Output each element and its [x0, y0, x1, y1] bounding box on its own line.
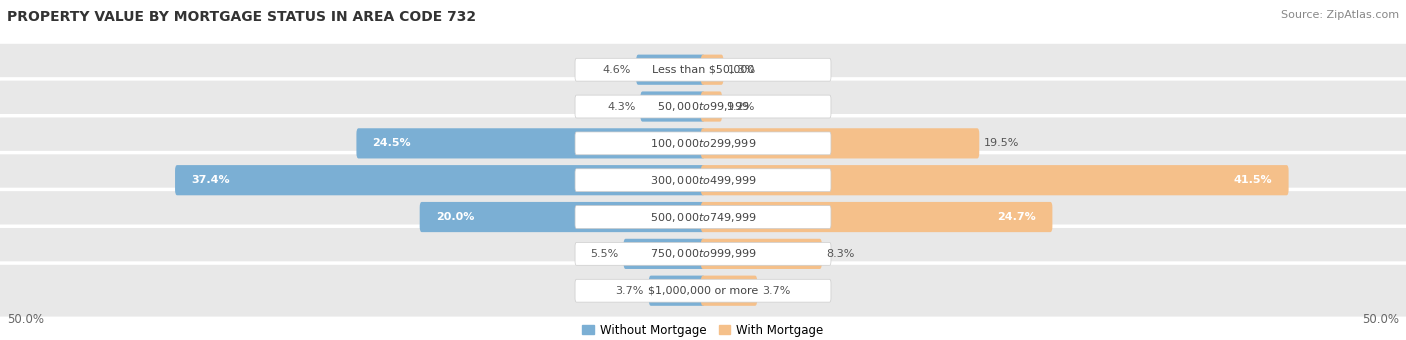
FancyBboxPatch shape [637, 55, 706, 85]
Text: 50.0%: 50.0% [1362, 313, 1399, 326]
Text: PROPERTY VALUE BY MORTGAGE STATUS IN AREA CODE 732: PROPERTY VALUE BY MORTGAGE STATUS IN ARE… [7, 10, 477, 24]
Text: 37.4%: 37.4% [191, 175, 229, 185]
Text: 1.3%: 1.3% [728, 65, 756, 75]
FancyBboxPatch shape [624, 239, 706, 269]
FancyBboxPatch shape [575, 95, 831, 118]
FancyBboxPatch shape [700, 165, 1289, 195]
FancyBboxPatch shape [357, 128, 706, 158]
FancyBboxPatch shape [575, 58, 831, 81]
Text: 20.0%: 20.0% [436, 212, 474, 222]
Text: 4.3%: 4.3% [607, 102, 636, 112]
FancyBboxPatch shape [0, 79, 1406, 134]
FancyBboxPatch shape [0, 263, 1406, 318]
FancyBboxPatch shape [0, 226, 1406, 282]
Text: Less than $50,000: Less than $50,000 [652, 65, 754, 75]
Text: 3.7%: 3.7% [616, 286, 644, 296]
FancyBboxPatch shape [700, 202, 1052, 232]
Text: $500,000 to $749,999: $500,000 to $749,999 [650, 210, 756, 223]
FancyBboxPatch shape [650, 276, 706, 306]
Text: 4.6%: 4.6% [603, 65, 631, 75]
Text: $100,000 to $299,999: $100,000 to $299,999 [650, 137, 756, 150]
Text: 24.7%: 24.7% [997, 212, 1036, 222]
Text: Source: ZipAtlas.com: Source: ZipAtlas.com [1281, 10, 1399, 20]
FancyBboxPatch shape [700, 91, 723, 122]
FancyBboxPatch shape [700, 55, 724, 85]
FancyBboxPatch shape [700, 239, 821, 269]
FancyBboxPatch shape [575, 206, 831, 228]
Text: 19.5%: 19.5% [984, 138, 1019, 148]
FancyBboxPatch shape [420, 202, 706, 232]
Text: 5.5%: 5.5% [591, 249, 619, 259]
FancyBboxPatch shape [0, 116, 1406, 171]
Text: 50.0%: 50.0% [7, 313, 44, 326]
FancyBboxPatch shape [176, 165, 704, 195]
Text: 3.7%: 3.7% [762, 286, 790, 296]
FancyBboxPatch shape [0, 153, 1406, 208]
Text: $50,000 to $99,999: $50,000 to $99,999 [657, 100, 749, 113]
FancyBboxPatch shape [575, 242, 831, 265]
FancyBboxPatch shape [641, 91, 706, 122]
Text: 41.5%: 41.5% [1234, 175, 1272, 185]
Text: $300,000 to $499,999: $300,000 to $499,999 [650, 174, 756, 187]
Text: 1.2%: 1.2% [727, 102, 755, 112]
Text: 24.5%: 24.5% [373, 138, 411, 148]
Text: $750,000 to $999,999: $750,000 to $999,999 [650, 248, 756, 260]
FancyBboxPatch shape [700, 276, 756, 306]
Text: 8.3%: 8.3% [827, 249, 855, 259]
FancyBboxPatch shape [575, 169, 831, 192]
FancyBboxPatch shape [575, 132, 831, 155]
FancyBboxPatch shape [575, 279, 831, 302]
FancyBboxPatch shape [700, 128, 979, 158]
FancyBboxPatch shape [0, 42, 1406, 97]
Legend: Without Mortgage, With Mortgage: Without Mortgage, With Mortgage [578, 319, 828, 340]
FancyBboxPatch shape [0, 189, 1406, 245]
Text: $1,000,000 or more: $1,000,000 or more [648, 286, 758, 296]
